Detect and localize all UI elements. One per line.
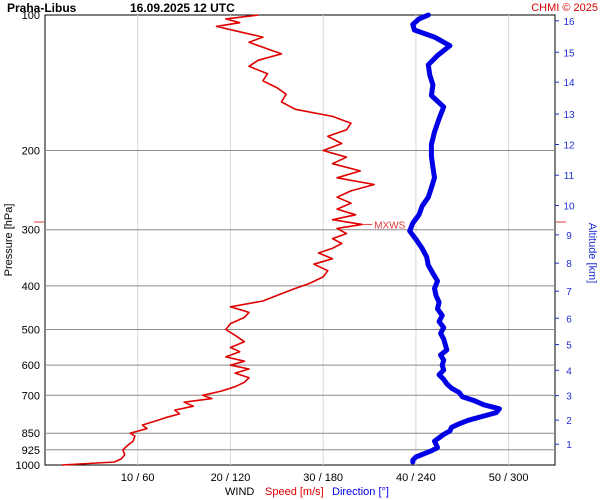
time-title: 16.09.2025 12 UTC xyxy=(130,1,235,15)
altitude-tick-label: 14 xyxy=(563,78,575,89)
pressure-tick-labels: 100 200 300 400 500 600 700 850 925 1000 xyxy=(16,10,40,472)
legend-speed: Speed [m/s] xyxy=(265,486,324,498)
annotations: MXWS xyxy=(362,220,406,231)
legend-direction: Direction [°] xyxy=(332,486,389,498)
vertical-grid xyxy=(137,15,510,465)
x-tick-label: 20 / 120 xyxy=(211,472,251,484)
x-tick-label: 40 / 240 xyxy=(396,472,436,484)
pressure-tick-label: 300 xyxy=(22,225,40,237)
altitude-tick-label: 3 xyxy=(566,392,572,403)
x-tick-label: 10 / 60 xyxy=(121,472,155,484)
plot-frame xyxy=(44,14,556,466)
pressure-tick-label: 400 xyxy=(22,281,40,293)
pressure-axis-label: Pressure [hPa] xyxy=(3,204,15,277)
x-tick-label: 30 / 180 xyxy=(303,472,343,484)
wind-tick-labels: 10 / 60 20 / 120 30 / 180 40 / 240 50 / 300 xyxy=(121,472,529,484)
altitude-tick-label: 16 xyxy=(563,17,575,28)
altitude-tick-label: 6 xyxy=(566,314,572,325)
altitude-tick-label: 13 xyxy=(563,110,575,121)
altitude-tick-label: 5 xyxy=(566,341,572,352)
credit-text: CHMI © 2025 xyxy=(531,2,598,14)
pressure-tick-label: 200 xyxy=(22,145,40,157)
altitude-tick-label: 10 xyxy=(563,201,575,212)
pressure-tick-label: 600 xyxy=(22,360,40,372)
altitude-tick-label: 2 xyxy=(566,416,572,427)
legend-prefix: WIND xyxy=(225,486,254,498)
altitude-tick-label: 15 xyxy=(563,48,575,59)
altitude-axis-label: Altitude [km] xyxy=(586,223,598,284)
mxws-label: MXWS xyxy=(374,220,405,231)
pressure-tick-label: 100 xyxy=(22,10,40,22)
speed-line xyxy=(61,14,376,466)
altitude-tick-label: 9 xyxy=(566,231,572,242)
altitude-tick-label: 7 xyxy=(566,287,572,298)
pressure-tick-label: 1000 xyxy=(16,460,40,472)
direction-line xyxy=(407,12,502,465)
x-tick-label: 50 / 300 xyxy=(489,472,529,484)
pressure-tick-label: 700 xyxy=(22,390,40,402)
altitude-tick-label: 12 xyxy=(563,141,575,152)
altitude-tick-label: 11 xyxy=(564,171,575,182)
altitude-tick-label: 1 xyxy=(566,440,572,451)
altitude-tick-label: 4 xyxy=(566,366,572,377)
altitude-tick-label: 8 xyxy=(566,259,572,270)
pressure-tick-label: 500 xyxy=(22,325,40,337)
wind-series xyxy=(61,12,502,466)
station-title: Praha-Libus xyxy=(7,1,77,15)
pressure-tick-label: 850 xyxy=(22,428,40,440)
pressure-tick-label: 925 xyxy=(22,445,40,457)
